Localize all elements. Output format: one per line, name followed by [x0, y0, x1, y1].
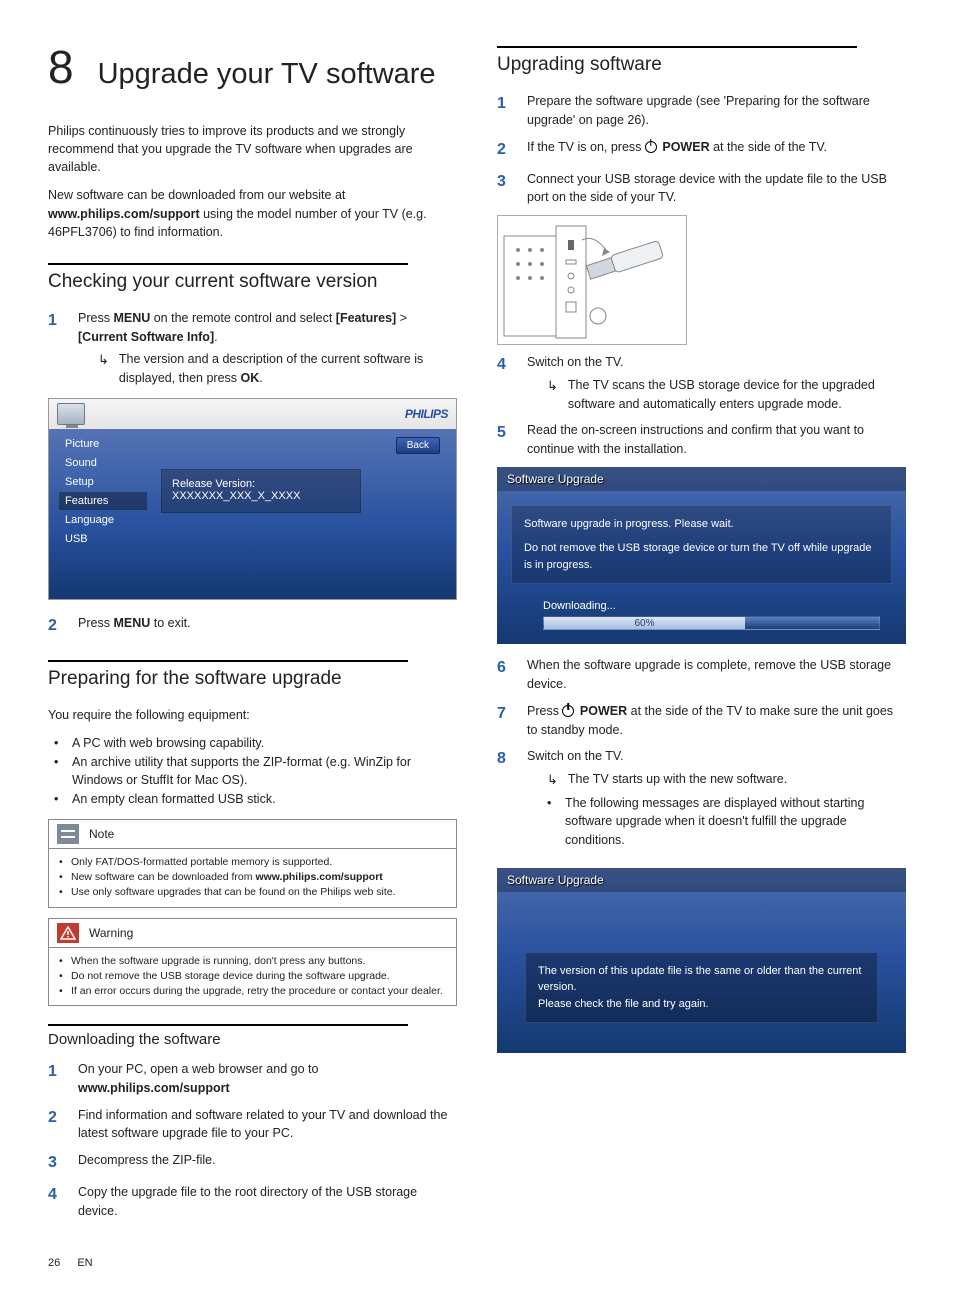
page-number: 26	[48, 1257, 60, 1269]
section-preparing: Preparing for the software upgrade	[48, 660, 408, 690]
note-label: Note	[89, 827, 114, 841]
progress-fill: 60%	[544, 617, 745, 629]
step-body: If the TV is on, press POWER at the side…	[527, 138, 906, 157]
list-item: An archive utility that supports the ZIP…	[54, 753, 457, 791]
power-icon	[645, 141, 657, 153]
step-body: Switch on the TV. ↳ The TV starts up wit…	[527, 747, 906, 860]
step-number: 5	[497, 421, 511, 445]
step-body: Press MENU to exit.	[78, 614, 457, 633]
tv-menu-item[interactable]: Language	[59, 511, 147, 529]
list-item: The following messages are displayed wit…	[547, 794, 906, 850]
philips-logo: PHILIPS	[405, 407, 448, 421]
arrow-icon: ↳	[547, 376, 558, 414]
list-item: Only FAT/DOS-formatted portable memory i…	[59, 855, 446, 870]
step-number: 2	[48, 1106, 62, 1130]
section-upgrading: Upgrading software	[497, 46, 857, 76]
step-number: 3	[48, 1151, 62, 1175]
software-info-box: Release Version: XXXXXXX_XXX_X_XXXX	[161, 469, 361, 513]
downloading-label: Downloading...	[543, 600, 880, 612]
arrow-icon: ↳	[98, 350, 109, 388]
list-item: When the software upgrade is running, do…	[59, 954, 446, 969]
list-item: If an error occurs during the upgrade, r…	[59, 984, 446, 999]
warning-callout: Warning When the software upgrade is run…	[48, 918, 457, 1007]
section-check-version: Checking your current software version	[48, 263, 408, 293]
tv-icon	[57, 403, 85, 425]
tv-menu-item[interactable]: Picture	[59, 435, 147, 453]
usb-illustration	[497, 215, 687, 345]
subsection-downloading: Downloading the software	[48, 1024, 408, 1048]
step-body: When the software upgrade is complete, r…	[527, 656, 906, 694]
step-number: 4	[48, 1183, 62, 1207]
step-body: Find information and software related to…	[78, 1106, 457, 1144]
lang-code: EN	[77, 1257, 92, 1269]
list-item: Do not remove the USB storage device dur…	[59, 969, 446, 984]
list-item: New software can be downloaded from www.…	[59, 870, 446, 885]
arrow-icon: ↳	[547, 770, 558, 790]
step-number: 8	[497, 747, 511, 771]
note-icon	[57, 824, 79, 844]
step-number: 6	[497, 656, 511, 680]
power-icon	[562, 705, 574, 717]
step-number: 1	[48, 1060, 62, 1084]
list-item: A PC with web browsing capability.	[54, 734, 457, 753]
step-body: Connect your USB storage device with the…	[527, 170, 906, 208]
step-number: 4	[497, 353, 511, 377]
intro-paragraph-2: New software can be downloaded from our …	[48, 186, 457, 240]
back-button[interactable]: Back	[396, 437, 440, 454]
step-body: Copy the upgrade file to the root direct…	[78, 1183, 457, 1221]
panel-title: Software Upgrade	[497, 868, 906, 892]
step-number: 1	[497, 92, 511, 116]
tv-menu-item[interactable]: Features	[59, 492, 147, 510]
intro-paragraph-1: Philips continuously tries to improve it…	[48, 122, 457, 176]
step-number: 2	[497, 138, 511, 162]
step-body: Decompress the ZIP-file.	[78, 1151, 457, 1170]
note-callout: Note Only FAT/DOS-formatted portable mem…	[48, 819, 457, 908]
tv-menu-screenshot: PHILIPS PictureSoundSetupFeaturesLanguag…	[48, 398, 457, 600]
panel-title: Software Upgrade	[497, 467, 906, 491]
step-number: 1	[48, 309, 62, 333]
step-number: 2	[48, 614, 62, 638]
list-item: An empty clean formatted USB stick.	[54, 790, 457, 809]
step-body: On your PC, open a web browser and go to…	[78, 1060, 457, 1098]
step-body: Press POWER at the side of the TV to mak…	[527, 702, 906, 740]
step-body: Prepare the software upgrade (see 'Prepa…	[527, 92, 906, 130]
step-number: 7	[497, 702, 511, 726]
chapter-number: 8	[48, 40, 74, 94]
step-body: Read the on-screen instructions and conf…	[527, 421, 906, 459]
tv-menu-item[interactable]: USB	[59, 530, 147, 548]
tv-menu-item[interactable]: Sound	[59, 454, 147, 472]
prep-lead: You require the following equipment:	[48, 706, 457, 724]
warning-label: Warning	[89, 926, 133, 940]
warning-icon	[57, 923, 79, 943]
step-body: Press MENU on the remote control and sel…	[78, 309, 457, 388]
step-number: 3	[497, 170, 511, 194]
page-footer: 26 EN	[48, 1257, 906, 1269]
chapter-title: Upgrade your TV software	[98, 58, 436, 91]
list-item: Use only software upgrades that can be f…	[59, 885, 446, 900]
upgrade-error-panel: Software Upgrade The version of this upd…	[497, 868, 906, 1054]
progress-bar: 60%	[543, 616, 880, 630]
upgrade-progress-panel: Software Upgrade Software upgrade in pro…	[497, 467, 906, 645]
support-url: www.philips.com/support	[48, 207, 200, 221]
step-body: Switch on the TV. ↳ The TV scans the USB…	[527, 353, 906, 413]
tv-menu-item[interactable]: Setup	[59, 473, 147, 491]
